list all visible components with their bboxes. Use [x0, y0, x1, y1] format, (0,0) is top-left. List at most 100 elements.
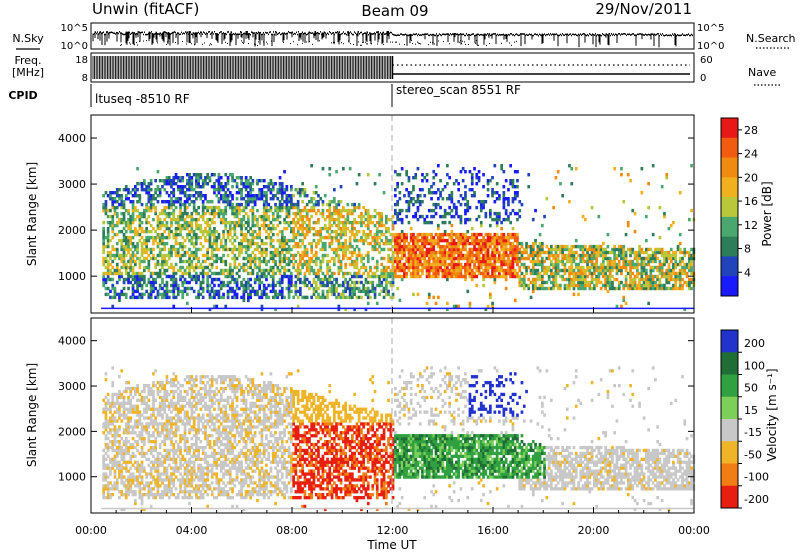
power-cell: [522, 286, 526, 291]
power-cell: [111, 304, 115, 309]
power-cell: [122, 202, 126, 207]
power-cell: [330, 200, 334, 204]
power-cell: [201, 205, 205, 210]
search-noise-sample: [137, 44, 138, 46]
power-cell: [172, 194, 176, 198]
power-cell: [459, 262, 463, 267]
power-cell: [258, 214, 261, 219]
power-cell: [391, 292, 395, 297]
power-cell: [527, 286, 531, 291]
power-cell: [208, 268, 212, 273]
power-cell: [249, 271, 252, 276]
power-cell: [344, 232, 347, 237]
noise-sample: [535, 33, 536, 35]
power-cell: [475, 253, 479, 258]
power-cell: [262, 289, 266, 294]
power-cell: [271, 286, 275, 291]
freq-left-units: [MHz]: [12, 66, 44, 79]
power-cell: [473, 247, 476, 252]
power-cell: [124, 265, 128, 270]
power-cell: [400, 182, 404, 186]
noise-sample: [649, 34, 650, 36]
power-cell: [278, 238, 282, 243]
power-cell: [251, 197, 255, 201]
power-cell: [249, 292, 252, 297]
power-cell: [199, 173, 203, 177]
power-cell: [421, 271, 424, 276]
noise-sample: [516, 33, 517, 35]
power-cell: [267, 188, 271, 192]
power-cell: [138, 223, 142, 228]
power-cell: [468, 301, 472, 306]
power-cell: [394, 211, 397, 216]
power-cell: [161, 235, 164, 240]
power-cell: [475, 265, 479, 270]
noise-sample: [646, 34, 647, 36]
power-cell: [256, 217, 259, 222]
power-cell: [394, 265, 397, 270]
power-cell: [267, 185, 271, 189]
power-cell: [111, 220, 115, 225]
power-cell: [163, 217, 167, 222]
noise-sample: [526, 33, 527, 36]
power-cell: [470, 232, 474, 237]
power-cell: [296, 188, 300, 192]
power-cell: [452, 214, 456, 219]
power-cell: [360, 289, 363, 294]
power-cell: [172, 211, 176, 216]
power-cell: [265, 286, 268, 291]
power-cell: [366, 253, 370, 258]
power-cell: [502, 170, 506, 174]
power-cell: [430, 274, 433, 279]
power-cell: [457, 304, 460, 309]
power-cell: [389, 241, 393, 246]
power-cell: [518, 274, 522, 279]
noise-sample: [205, 33, 206, 36]
power-cell: [145, 226, 148, 231]
power-cell: [271, 277, 275, 282]
power-cell: [538, 283, 542, 288]
power-cell: [380, 274, 384, 279]
power-cell: [199, 247, 203, 252]
power-cell: [477, 259, 481, 264]
power-cell: [192, 217, 196, 222]
power-cell: [274, 202, 277, 207]
power-cell: [233, 256, 237, 261]
power-cell: [423, 241, 427, 246]
power-cell: [238, 268, 241, 273]
power-cell: [511, 256, 515, 261]
power-cell: [464, 220, 467, 225]
power-cell: [129, 191, 133, 195]
power-cell: [342, 232, 345, 237]
power-cell: [120, 265, 124, 270]
power-cell: [459, 220, 463, 225]
power-cell: [161, 295, 164, 300]
noise-sample: [175, 31, 176, 34]
power-cell: [507, 197, 510, 201]
power-cell: [301, 188, 304, 192]
power-cell: [172, 289, 176, 294]
power-cell: [509, 265, 512, 270]
power-cell: [186, 194, 189, 198]
power-cell: [104, 271, 108, 276]
power-cell: [267, 182, 271, 186]
power-cell: [296, 265, 300, 270]
power-cell: [280, 295, 284, 300]
power-cell: [491, 271, 494, 276]
cpid-program-2: stereo_scan 8551 RF: [396, 83, 521, 97]
power-cell: [326, 214, 329, 219]
power-cell: [276, 250, 280, 255]
power-cell: [504, 241, 508, 246]
power-cell: [507, 238, 510, 243]
power-cell: [427, 265, 431, 270]
power-cell: [285, 241, 289, 246]
power-cell: [527, 253, 531, 258]
power-cell: [409, 262, 413, 267]
power-cell: [364, 307, 368, 312]
power-cell: [244, 211, 248, 216]
power-cell: [520, 271, 524, 276]
power-cell: [199, 286, 203, 291]
power-cell: [407, 205, 411, 210]
noise-sample: [418, 33, 419, 36]
power-cell: [231, 173, 234, 177]
